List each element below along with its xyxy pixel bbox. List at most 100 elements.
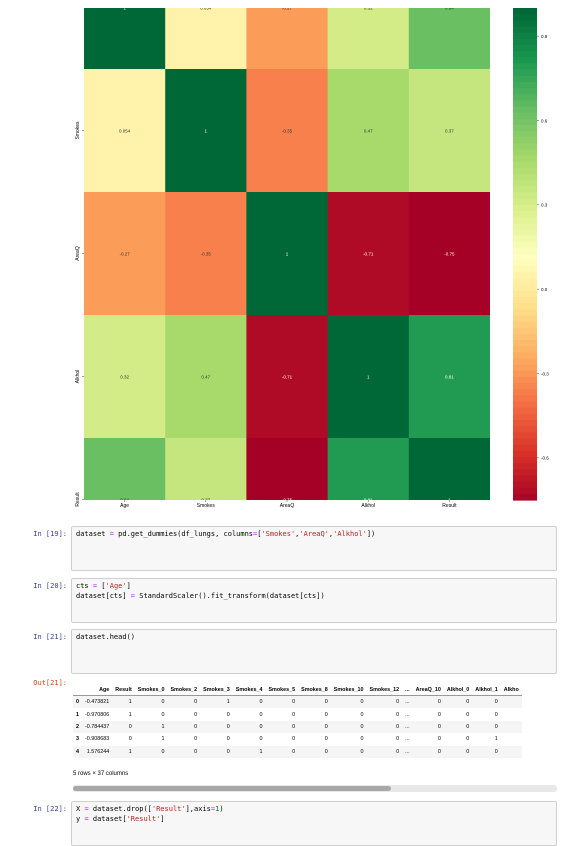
table-cell: 0 <box>194 748 198 755</box>
table-cell: 0 <box>259 699 263 706</box>
colorbar-segment <box>513 481 537 489</box>
colorbar-segment <box>513 327 537 335</box>
cell-20-editor[interactable]: cts = ['Age'] dataset[cts] = StandardScal… <box>71 578 557 623</box>
colorbar-segment <box>513 469 537 476</box>
colorbar-segment <box>513 161 537 169</box>
colorbar-segment <box>513 26 537 34</box>
colorbar-segment <box>513 14 537 21</box>
code-line: y = dataset['Result'] <box>76 815 552 825</box>
cell-22-editor[interactable]: X = dataset.drop(['Result'],axis=1) y = d… <box>71 801 557 846</box>
heatmap-cell <box>165 192 247 316</box>
table-cell: 1 <box>128 711 132 718</box>
table-cell: -0.970806 <box>85 711 110 718</box>
table-row: 3 -0.908683 0 1 0 0 0 0 0 0 0... 0 0 1 <box>73 733 522 745</box>
table-cell: ... <box>405 723 410 730</box>
code-line: dataset.head() <box>76 633 552 643</box>
colorbar-segment <box>513 204 537 212</box>
code-token: 'Smokes' <box>261 530 296 538</box>
code-line: dataset = pd.get_dummies(df_lungs, colum… <box>76 530 552 540</box>
heatmap-annotation: -0.75 <box>282 498 293 503</box>
table-cell: 0 <box>194 723 198 730</box>
heatmap-cell <box>246 315 329 439</box>
heatmap-cell <box>165 315 247 439</box>
code-token: , <box>328 530 334 538</box>
colorbar-segment <box>513 180 537 187</box>
x-tick-label: Smokes <box>197 503 216 509</box>
colorbar-segment <box>513 124 537 132</box>
colorbar-segment <box>513 407 537 415</box>
table-cell: 0 <box>437 699 441 706</box>
table-cell: 0 <box>396 723 400 730</box>
code-token: y <box>76 814 85 823</box>
code-token: dataset <box>76 530 110 538</box>
output-horizontal-scrollbar[interactable] <box>73 785 557 792</box>
colorbar-segment <box>513 44 537 52</box>
heatmap-annotation: 1 <box>123 6 126 11</box>
table-cell: 0 <box>494 711 498 718</box>
heatmap-cell <box>84 315 166 439</box>
table-cell: 0 <box>494 748 498 755</box>
colorbar-segment <box>513 57 537 64</box>
colorbar-segment <box>513 69 537 77</box>
column-header: Smokes_5 <box>265 684 299 696</box>
table-cell: 0 <box>437 748 441 755</box>
code-token: = <box>109 530 114 538</box>
column-header: Age <box>82 684 113 696</box>
colorbar-tick-label: 0.3 <box>541 203 548 208</box>
colorbar-segment <box>513 364 537 372</box>
out-21-prompt: Out[21]: <box>33 679 67 687</box>
heatmap-cell <box>84 69 166 193</box>
code-token: [ <box>97 582 106 590</box>
table-cell: 1 <box>161 723 165 730</box>
code-token: dataset.head() <box>76 633 136 641</box>
table-cell: 0 <box>360 748 364 755</box>
column-header: Smokes_10 <box>330 684 367 696</box>
heatmap-annotation: 0.37 <box>445 129 454 134</box>
table-cell: 0 <box>437 723 441 730</box>
cell-20-prompt: In [20]: <box>33 582 67 590</box>
colorbar-tick-label: 0.9 <box>541 34 548 39</box>
table-cell: 0 <box>226 736 230 743</box>
colorbar-segment <box>513 112 537 120</box>
table-cell: 0 <box>161 748 165 755</box>
colorbar-segment <box>513 217 537 224</box>
cell-21-editor[interactable]: dataset.head() <box>71 629 557 674</box>
heatmap-annotation: -0.35 <box>282 129 293 134</box>
cell-19-editor[interactable]: dataset = pd.get_dummies(df_lungs, colum… <box>71 526 557 571</box>
row-index: 3 <box>76 736 79 743</box>
table-cell: 0 <box>360 723 364 730</box>
heatmap-cell <box>408 192 490 316</box>
code-token: = <box>130 591 136 600</box>
code-token: = <box>253 530 258 538</box>
colorbar-segment <box>513 358 537 366</box>
colorbar-segment <box>513 137 537 144</box>
colorbar-segment <box>513 487 537 495</box>
colorbar-tick-label: -0.6 <box>541 456 549 461</box>
colorbar-tick-label: -0.3 <box>541 371 549 376</box>
heatmap-annotation: 0.37 <box>201 498 210 503</box>
heatmap-annotation: 0.47 <box>201 375 210 380</box>
table-cell: 0 <box>466 748 470 755</box>
colorbar-segment <box>513 333 537 341</box>
scrollbar-thumb[interactable] <box>73 786 391 791</box>
table-cell <box>501 696 522 709</box>
heatmap-annotation: 0.64 <box>445 6 454 11</box>
heatmap-cell <box>246 438 329 500</box>
code-token: ] <box>126 582 131 590</box>
heatmap-annotation: -0.71 <box>363 252 374 257</box>
code-token: [ <box>257 530 262 538</box>
heatmap-cells: 1 0.054 -0.27 0.32 0.64 0.054 1 -0.35 0.47 0.37 -0… <box>84 6 490 503</box>
heatmap-annotation: 1 <box>367 375 370 380</box>
heatmap-cell <box>327 192 410 316</box>
table-row: 1 -0.970806 1 0 0 0 0 0 0 0 0... 0 0 0 <box>73 708 522 720</box>
heatmap-annotation: 0.32 <box>364 6 373 11</box>
colorbar-segment <box>513 241 537 249</box>
colorbar-segment <box>513 309 537 317</box>
heatmap-annotation: 1 <box>448 498 451 503</box>
table-cell: 1 <box>128 748 132 755</box>
colorbar-segment <box>513 272 537 280</box>
heatmap-annotation: 1 <box>286 252 289 257</box>
colorbar-segment <box>513 100 537 107</box>
table-cell: 0 <box>466 699 470 706</box>
code-line: X = dataset.drop(['Result'],axis=1) <box>76 805 552 815</box>
